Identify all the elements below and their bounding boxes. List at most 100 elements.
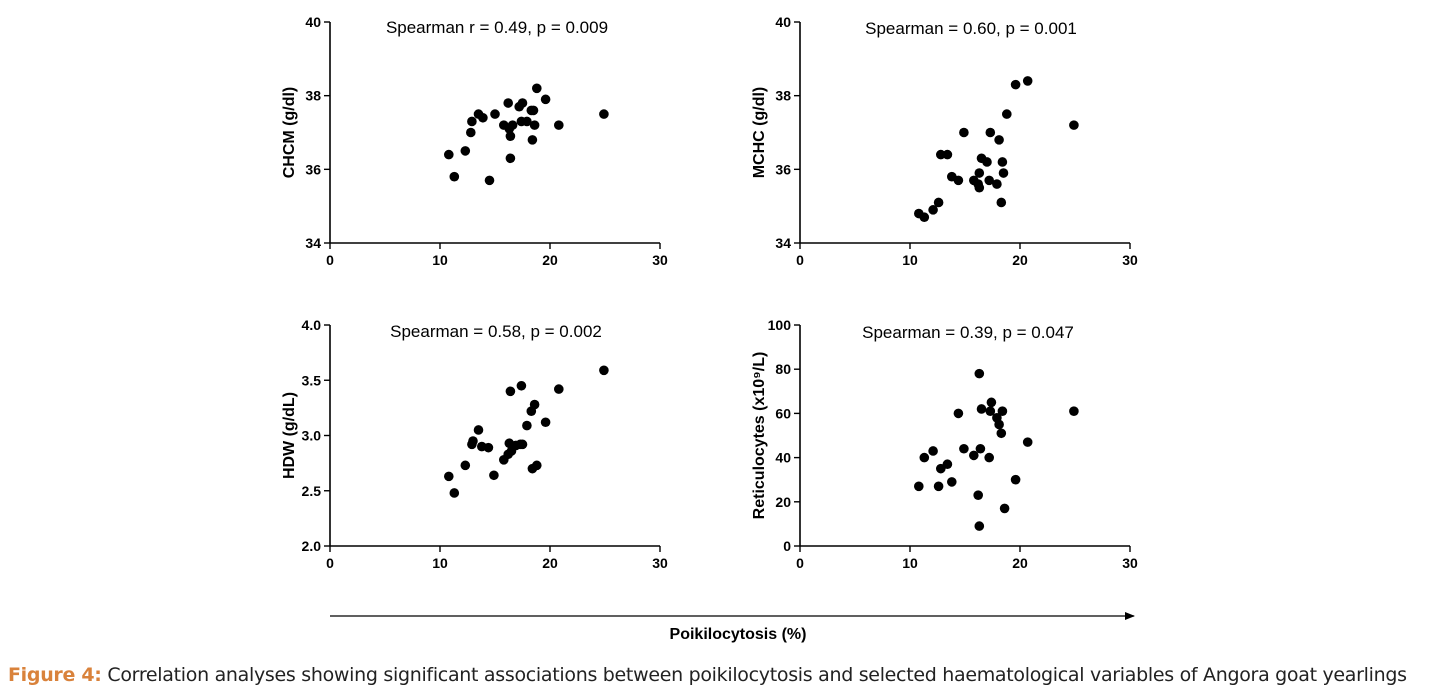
data-point xyxy=(1069,406,1079,416)
data-point xyxy=(973,490,983,500)
data-point xyxy=(490,109,500,119)
x-tick-label: 30 xyxy=(1122,252,1138,268)
data-point xyxy=(529,120,540,130)
scatter-panel-hdw: 2.0 2.5 3.0 3.5 4.0 0 10 20 30 Spearman = 0.58, p… xyxy=(281,317,668,571)
data-point xyxy=(478,112,488,123)
data-point xyxy=(942,149,953,160)
data-point xyxy=(919,452,930,463)
x-tick-label: 30 xyxy=(652,252,668,268)
shared-x-axis-label: Poikilocytosis (%) xyxy=(670,626,807,643)
data-point xyxy=(942,459,953,470)
x-tick-label: 0 xyxy=(326,252,334,268)
data-point xyxy=(985,406,996,416)
data-point xyxy=(969,450,979,461)
x-tick-label: 0 xyxy=(796,555,804,571)
caption-label: Figure 4: xyxy=(8,664,102,686)
data-point xyxy=(473,425,484,435)
x-tick-label: 10 xyxy=(902,252,918,268)
y-axis-label-retic: Reticulocytes (x10⁹/L) xyxy=(751,352,768,520)
x-tick-label: 20 xyxy=(542,252,558,268)
data-point xyxy=(554,384,564,394)
data-point xyxy=(489,470,499,481)
data-point xyxy=(484,175,495,186)
panel-title-chchm: Spearman r = 0.49, p = 0.009 xyxy=(386,18,608,37)
data-point xyxy=(505,153,516,164)
scatter-panel-mchc: 34 36 38 40 0 10 20 30 Spearman = 0.60, p = 0.00… xyxy=(751,14,1138,268)
data-point xyxy=(554,120,564,130)
data-point xyxy=(985,127,996,138)
data-point xyxy=(483,442,494,453)
y-tick-label: 38 xyxy=(775,88,791,104)
data-point xyxy=(984,175,994,186)
data-point xyxy=(928,446,938,456)
y-tick-label: 34 xyxy=(305,235,321,251)
x-tick-label: 10 xyxy=(432,555,448,571)
data-point xyxy=(532,83,542,94)
y-tick-label: 0 xyxy=(783,538,791,554)
data-point xyxy=(928,205,938,215)
data-point xyxy=(974,521,985,531)
data-point xyxy=(505,386,516,397)
data-point xyxy=(959,127,969,138)
y-tick-label: 4.0 xyxy=(302,317,322,333)
x-tick-label: 30 xyxy=(652,555,668,571)
y-tick-label: 36 xyxy=(305,161,321,177)
x-tick-label: 0 xyxy=(796,252,804,268)
y-tick-label: 20 xyxy=(775,494,791,510)
y-tick-label: 3.5 xyxy=(302,372,322,388)
x-tick-label: 20 xyxy=(1012,555,1028,571)
data-point xyxy=(959,443,969,454)
data-point xyxy=(468,436,478,446)
panel-title-hdw: Spearman = 0.58, p = 0.002 xyxy=(390,322,602,341)
data-point xyxy=(992,179,1002,189)
y-axis-label-chchm: CHCM (g/dl) xyxy=(281,87,298,179)
y-tick-label: 2.0 xyxy=(302,538,322,554)
data-point xyxy=(528,105,539,116)
data-point xyxy=(449,171,460,182)
data-point xyxy=(919,212,930,223)
data-point xyxy=(974,368,985,379)
data-point xyxy=(994,135,1004,145)
data-point xyxy=(532,460,542,471)
data-point xyxy=(516,380,527,391)
data-point xyxy=(599,365,609,376)
scatter-panel-retic: 0 20 40 60 80 100 0 10 20 30 Spearman = 0.39, p = … xyxy=(751,317,1138,571)
y-tick-label: 60 xyxy=(775,405,791,421)
data-point xyxy=(540,94,551,105)
data-point xyxy=(1022,437,1033,447)
y-tick-label: 3.0 xyxy=(302,428,322,444)
x-tick-label: 20 xyxy=(542,555,558,571)
data-point xyxy=(460,460,471,471)
caption-text: Correlation analyses showing significant… xyxy=(107,664,1407,686)
x-tick-label: 10 xyxy=(902,555,918,571)
panel-title-mchc: Spearman = 0.60, p = 0.001 xyxy=(865,19,1077,38)
data-point xyxy=(444,471,454,482)
data-point xyxy=(974,182,985,193)
data-point xyxy=(505,131,516,141)
data-point xyxy=(999,503,1010,514)
data-point xyxy=(444,149,454,160)
panel-title-retic: Spearman = 0.39, p = 0.047 xyxy=(862,323,1074,342)
y-axis-label-mchc: MCHC (g/dl) xyxy=(751,87,768,179)
data-point xyxy=(540,417,551,428)
data-point xyxy=(467,116,477,127)
y-tick-label: 38 xyxy=(305,88,321,104)
data-point xyxy=(947,477,957,487)
data-point xyxy=(997,406,1008,416)
data-point xyxy=(1010,474,1021,485)
data-point xyxy=(914,481,924,492)
x-tick-label: 30 xyxy=(1122,555,1138,571)
data-point xyxy=(982,157,992,167)
data-point xyxy=(974,168,985,178)
data-point xyxy=(933,197,944,208)
data-point xyxy=(599,109,609,119)
data-point xyxy=(503,98,513,108)
data-point xyxy=(996,197,1007,208)
data-point xyxy=(1069,120,1079,130)
data-point xyxy=(460,146,471,156)
data-point xyxy=(507,120,518,130)
data-point xyxy=(1002,109,1012,119)
y-tick-label: 100 xyxy=(768,317,792,333)
data-point xyxy=(522,420,532,431)
